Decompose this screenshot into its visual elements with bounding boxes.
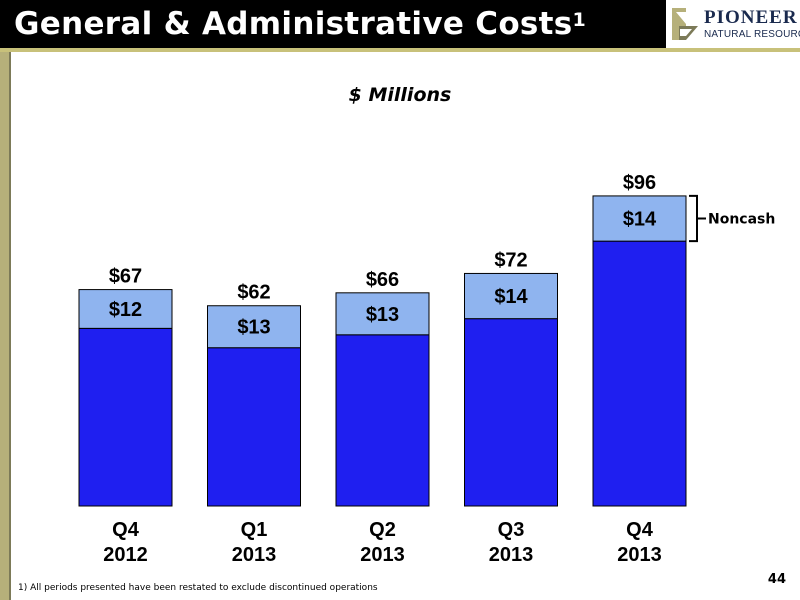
bar-noncash-4 — [592, 195, 687, 242]
footnote: 1) All periods presented have been resta… — [18, 583, 378, 593]
bar-cash-1 — [207, 347, 301, 507]
category-label-quarter-0: Q4 — [112, 519, 140, 541]
bar-noncash-1 — [207, 305, 301, 349]
slide-title-text: General & Administrative Costs — [14, 6, 573, 42]
category-label-year-2: 2013 — [360, 544, 405, 566]
total-value-label-4: $96 — [623, 172, 656, 194]
bar-cash-4 — [592, 240, 687, 507]
total-value-label-0: $67 — [109, 266, 142, 288]
bar-noncash-0 — [78, 289, 173, 329]
header-divider — [0, 48, 800, 52]
bar-noncash-2 — [335, 292, 430, 336]
side-accent-bar — [0, 52, 9, 600]
total-value-label-3: $72 — [494, 249, 527, 271]
noncash-legend-label: Noncash — [708, 212, 775, 228]
category-label-quarter-3: Q3 — [498, 519, 525, 541]
bar-noncash-3 — [464, 272, 558, 320]
bar-cash-3 — [464, 318, 558, 507]
side-accent-bar-dark — [9, 52, 11, 600]
noncash-value-label-4: $14 — [623, 209, 657, 231]
category-label-quarter-1: Q1 — [241, 519, 268, 541]
category-label-year-4: 2013 — [617, 544, 662, 566]
noncash-bracket — [689, 194, 706, 243]
category-label-year-1: 2013 — [232, 544, 277, 566]
noncash-value-label-2: $13 — [366, 304, 399, 326]
noncash-value-label-3: $14 — [494, 286, 528, 308]
chart-unit-label: $ Millions — [348, 84, 452, 106]
slide-title: General & Administrative Costs1 — [14, 4, 586, 44]
noncash-value-label-0: $12 — [109, 299, 142, 321]
noncash-value-label-1: $13 — [237, 317, 270, 339]
pioneer-logo-icon — [672, 8, 698, 40]
category-label-year-3: 2013 — [489, 544, 534, 566]
category-label-quarter-4: Q4 — [626, 519, 654, 541]
company-logo: PIONEER NATURAL RESOURCES — [666, 0, 800, 48]
category-label-year-0: 2012 — [103, 544, 148, 566]
bar-cash-2 — [335, 334, 430, 507]
total-value-label-1: $62 — [237, 282, 270, 304]
logo-subtitle: NATURAL RESOURCES — [704, 29, 800, 40]
page-number: 44 — [767, 572, 786, 587]
total-value-label-2: $66 — [366, 269, 399, 291]
logo-name: PIONEER — [704, 7, 798, 28]
title-footnote-marker: 1 — [572, 9, 587, 31]
category-label-quarter-2: Q2 — [369, 519, 396, 541]
bar-cash-0 — [78, 327, 173, 507]
